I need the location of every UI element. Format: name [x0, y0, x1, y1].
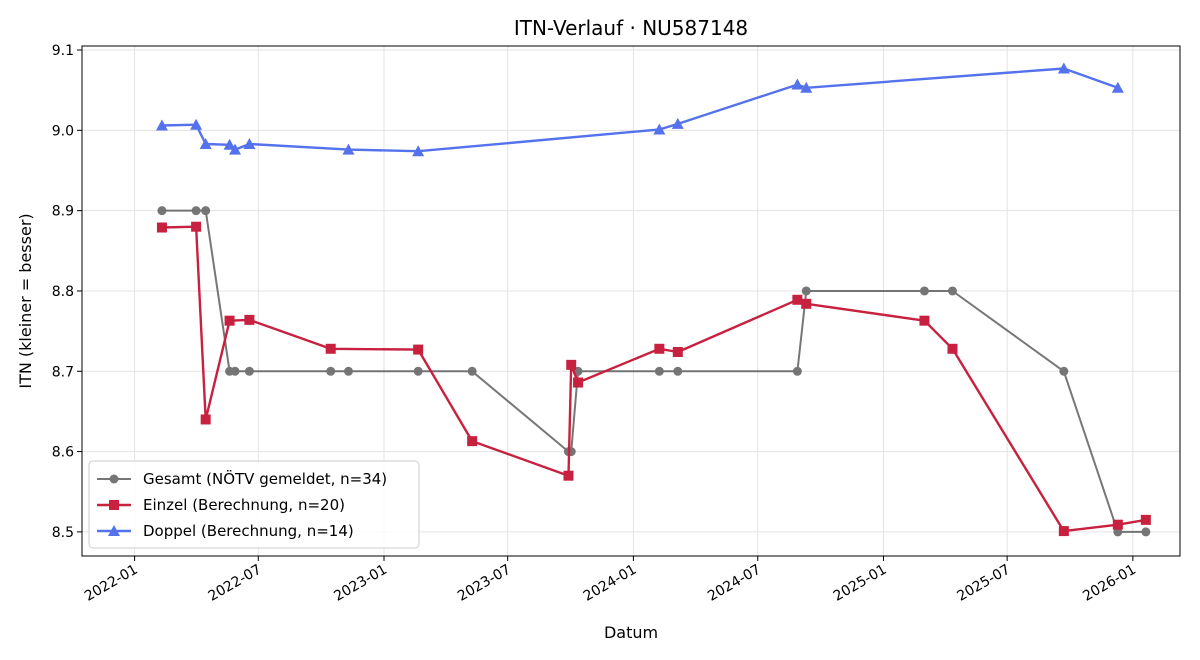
legend-item-doppel	[97, 525, 131, 536]
data-point-einzel	[467, 436, 478, 447]
y-tick-label: 8.7	[52, 364, 74, 380]
y-axis-title: ITN (kleiner = besser)	[16, 213, 35, 388]
data-point-doppel	[1111, 81, 1124, 93]
y-tick-label: 8.8	[52, 284, 74, 300]
data-point-gesamt	[1059, 366, 1069, 376]
data-point-doppel	[412, 145, 425, 157]
data-point-einzel	[191, 221, 202, 232]
x-tick-label: 2024-01	[581, 562, 640, 605]
x-tick-label: 2022-07	[206, 562, 265, 605]
chart-title: ITN-Verlauf · NU587148	[514, 16, 748, 40]
data-point-gesamt	[673, 366, 683, 376]
data-point-gesamt	[919, 286, 929, 296]
legend-label-gesamt: Gesamt (NÖTV gemeldet, n=34)	[143, 469, 387, 488]
data-point-einzel	[672, 347, 683, 357]
data-point-gesamt	[230, 366, 240, 376]
y-tick-label: 8.6	[52, 445, 74, 461]
data-point-doppel	[223, 138, 236, 150]
x-tick-label: 2025-01	[831, 562, 890, 605]
data-point-doppel	[800, 81, 813, 93]
legend-label-einzel: Einzel (Berechnung, n=20)	[143, 496, 345, 514]
data-point-gesamt	[343, 366, 353, 376]
series-doppel	[155, 62, 1124, 157]
data-point-gesamt	[801, 286, 811, 296]
data-point-doppel	[671, 117, 684, 129]
data-point-einzel	[244, 314, 255, 325]
data-point-einzel	[156, 222, 167, 233]
y-tick-label: 9.0	[52, 123, 74, 139]
data-point-doppel	[791, 78, 804, 90]
legend-marker-einzel	[109, 500, 119, 510]
data-point-einzel	[1140, 514, 1151, 525]
x-tick-label: 2026-01	[1080, 562, 1139, 605]
data-point-doppel	[229, 143, 242, 155]
legend-item-gesamt	[97, 474, 131, 484]
data-point-einzel	[325, 343, 336, 354]
data-point-doppel	[1057, 62, 1070, 74]
x-tick-label: 2023-07	[455, 562, 514, 605]
data-point-einzel	[947, 343, 958, 354]
data-point-gesamt	[654, 366, 664, 376]
x-tick-label: 2023-01	[331, 562, 390, 605]
data-point-doppel	[243, 137, 256, 149]
y-tick-label: 8.9	[52, 204, 74, 220]
data-point-gesamt	[244, 366, 254, 376]
data-point-doppel	[155, 119, 168, 131]
legend-marker-gesamt	[109, 474, 119, 484]
data-point-doppel	[199, 137, 212, 149]
x-tick-label: 2025-07	[954, 562, 1013, 605]
data-point-einzel	[654, 343, 665, 354]
data-point-einzel	[573, 377, 584, 388]
data-point-einzel	[563, 470, 574, 481]
legend: Gesamt (NÖTV gemeldet, n=34) Einzel (Bere…	[88, 460, 420, 549]
data-point-einzel	[919, 315, 930, 326]
series-einzel	[156, 221, 1151, 537]
data-point-gesamt	[326, 366, 336, 376]
data-point-einzel	[224, 315, 235, 326]
data-point-gesamt	[191, 206, 201, 216]
series-layer	[155, 62, 1151, 537]
series-line-doppel	[161, 67, 1119, 153]
y-tick-label: 9.1	[52, 43, 74, 59]
plot-frame	[81, 45, 1181, 557]
x-tick-label: 2024-07	[705, 562, 764, 605]
data-point-doppel	[342, 143, 355, 155]
data-point-einzel	[1112, 519, 1123, 530]
data-point-gesamt	[947, 286, 957, 296]
data-point-doppel	[190, 118, 203, 130]
data-point-gesamt	[1141, 527, 1151, 537]
data-point-gesamt	[413, 366, 423, 376]
data-point-einzel	[1058, 526, 1069, 537]
data-point-gesamt	[157, 206, 167, 216]
legend-label-doppel: Doppel (Berechnung, n=14)	[143, 522, 354, 540]
legend-item-einzel	[97, 500, 131, 510]
data-point-gesamt	[792, 366, 802, 376]
legend-marker-doppel	[108, 525, 120, 536]
data-point-gesamt	[201, 206, 211, 216]
y-tick-label: 8.5	[52, 525, 74, 541]
data-point-einzel	[566, 359, 577, 370]
x-axis-title: Datum	[604, 623, 658, 642]
legend-box	[88, 460, 420, 549]
data-point-einzel	[200, 414, 211, 425]
data-point-einzel	[801, 298, 812, 309]
data-point-einzel	[413, 344, 424, 355]
x-tick-label: 2022-01	[82, 562, 141, 605]
data-point-gesamt	[467, 366, 477, 376]
data-point-doppel	[653, 123, 666, 135]
data-point-einzel	[792, 294, 803, 305]
